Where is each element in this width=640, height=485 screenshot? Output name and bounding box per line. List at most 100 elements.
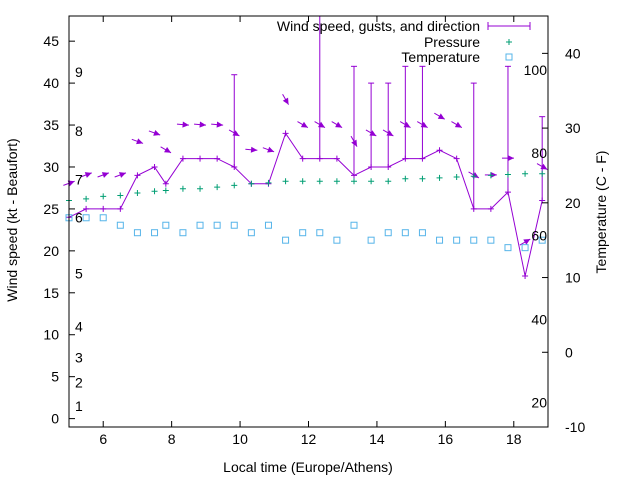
chart-marks [63, 15, 548, 280]
wind-point [316, 155, 323, 162]
x-tick-label: 6 [99, 431, 107, 447]
direction-arrow-head [420, 121, 428, 128]
y-tick-label: 0 [51, 411, 59, 427]
wind-point [385, 163, 392, 170]
fahrenheit-label: 80 [531, 145, 547, 161]
y-tick-label: 20 [43, 243, 59, 259]
pressure-point [83, 195, 90, 202]
y-tick-label: 10 [43, 327, 59, 343]
wind-point [282, 130, 289, 137]
wind-point [83, 205, 90, 212]
direction-arrow-head [84, 172, 92, 178]
x-tick-label: 16 [438, 431, 454, 447]
temperature-point [179, 229, 187, 237]
wind-point [197, 155, 204, 162]
direction-arrow-head [101, 172, 109, 178]
direction-arrow-head [199, 121, 207, 128]
temperature-point [230, 221, 238, 229]
temperature-point [470, 236, 478, 244]
direction-arrow-head [403, 121, 411, 128]
y2-axis-label: Temperature (C - F) [593, 151, 609, 274]
direction-arrow-head [369, 130, 377, 136]
y-axis-label: Wind speed (kt - Beaufort) [4, 138, 20, 301]
beaufort-label: 9 [75, 64, 83, 80]
fahrenheit-label: 20 [531, 394, 547, 410]
temperature-point [99, 214, 107, 222]
pressure-point [231, 182, 238, 189]
temperature-point [504, 244, 512, 252]
wind-point [179, 155, 186, 162]
beaufort-label: 2 [75, 375, 83, 391]
temperature-point [367, 236, 375, 244]
temperature-point [133, 229, 141, 237]
temperature-point [282, 236, 290, 244]
legend-sample-pressure [506, 39, 512, 45]
temperature-point [418, 229, 426, 237]
chart-axes: 6 8 10 12 14 16 18051015202530354045-100102030… [43, 15, 585, 447]
wind-point [487, 205, 494, 212]
temperature-point [116, 221, 124, 229]
y2-tick-label: 20 [565, 195, 581, 211]
wind-point [299, 155, 306, 162]
temperature-point [316, 229, 324, 237]
pressure-point [162, 187, 169, 194]
pressure-point [299, 178, 306, 185]
beaufort-label: 7 [75, 172, 83, 188]
wind-point [436, 147, 443, 154]
wind-point [162, 180, 169, 187]
temperature-point [162, 221, 170, 229]
y-tick-label: 15 [43, 285, 59, 301]
beaufort-label: 3 [75, 349, 83, 365]
temperature-point [247, 229, 255, 237]
legend-entry-temperature: Temperature [401, 49, 480, 65]
beaufort-label: 1 [75, 398, 83, 414]
temperature-point [538, 236, 546, 244]
legend-entry-wind: Wind speed, gusts, and direction [277, 18, 480, 34]
wind-point [453, 155, 460, 162]
pressure-point [504, 171, 511, 178]
y-tick-label: 35 [43, 117, 59, 133]
temperature-point [333, 236, 341, 244]
wind-point [333, 155, 340, 162]
pressure-point [453, 174, 460, 181]
temperature-point [151, 229, 159, 237]
wind-point [134, 172, 141, 179]
pressure-point [265, 179, 272, 186]
x-tick-label: 18 [506, 431, 522, 447]
beaufort-label: 4 [75, 318, 83, 334]
y2-tick-label: 30 [565, 120, 581, 136]
pressure-point [470, 173, 477, 180]
beaufort-label: 5 [75, 266, 83, 282]
wind-point [151, 163, 158, 170]
pressure-point [351, 178, 358, 185]
wind-point [100, 205, 107, 212]
pressure-point [197, 185, 204, 192]
direction-arrow-head [216, 121, 224, 128]
pressure-point [316, 178, 323, 185]
wind-point [351, 172, 358, 179]
y2-tick-label: -10 [565, 419, 585, 435]
wind-point [504, 189, 511, 196]
temperature-point [264, 221, 272, 229]
pressure-point [385, 178, 392, 185]
temperature-point [521, 244, 529, 252]
wind-point [368, 163, 375, 170]
direction-arrow-head [153, 130, 161, 136]
pressure-point [368, 178, 375, 185]
x-tick-label: 10 [232, 431, 248, 447]
temperature-point [350, 221, 358, 229]
pressure-point [134, 189, 141, 196]
temperature-point [82, 214, 90, 222]
pressure-point [539, 170, 546, 177]
pressure-point [100, 193, 107, 200]
fahrenheit-label: 100 [524, 62, 548, 78]
direction-arrow-head [386, 130, 394, 136]
pressure-point [419, 175, 426, 182]
wind-point [470, 205, 477, 212]
direction-arrow-head [282, 97, 289, 105]
temperature-point [401, 229, 409, 237]
pressure-point [179, 185, 186, 192]
direction-arrow-head [523, 239, 531, 245]
pressure-point [151, 188, 158, 195]
